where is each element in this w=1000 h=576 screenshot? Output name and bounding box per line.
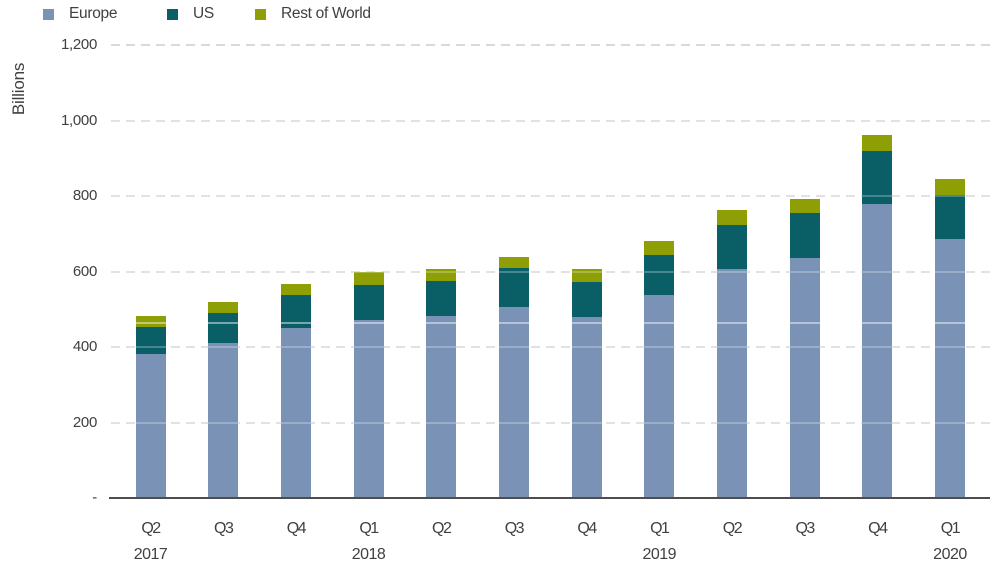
gridline-overlay xyxy=(111,119,990,122)
bar-segment-rest-of-world xyxy=(208,302,239,313)
bar-segment-europe xyxy=(716,268,747,498)
bar-segment-europe xyxy=(426,316,457,498)
bar-segment-rest-of-world xyxy=(426,268,457,281)
x-tick-label: Q2 xyxy=(141,520,161,537)
bar-segment-rest-of-world xyxy=(862,134,893,152)
gridline-overlay xyxy=(111,195,990,197)
gridline-800 xyxy=(111,195,990,197)
bar-segment-us xyxy=(426,280,457,317)
bar-segment-europe xyxy=(280,327,311,498)
x-tick-label: Q2 xyxy=(432,520,452,537)
y-tick-label: 800 xyxy=(72,187,97,204)
x-tick-label: Q2 xyxy=(722,520,743,537)
bar-segment-rest-of-world xyxy=(789,199,820,214)
y-tick-label: 1,200 xyxy=(60,36,97,53)
x-tick-label: Q3 xyxy=(504,520,525,537)
bar-q2 xyxy=(716,209,747,498)
x-tick-label: Q3 xyxy=(214,520,234,537)
legend-item-rest-of-world: Rest of World xyxy=(255,5,371,23)
gridline-overlay xyxy=(111,421,990,424)
bar-segment-europe xyxy=(353,319,384,498)
x-tick-label: Q1 xyxy=(359,520,379,537)
bar-segment-us xyxy=(208,312,239,343)
bar-segment-rest-of-world xyxy=(498,257,529,268)
y-tick-label: 400 xyxy=(72,338,97,355)
rest-of-world-swatch-icon xyxy=(255,8,266,20)
bar-segment-europe xyxy=(498,307,529,498)
x-year-label: 2017 xyxy=(133,546,168,563)
legend-label-europe: Europe xyxy=(69,5,118,22)
x-tick-label: Q3 xyxy=(795,520,815,537)
bar-q3 xyxy=(789,199,820,498)
bar-segment-us xyxy=(280,294,311,328)
bar-segment-rest-of-world xyxy=(135,316,166,327)
bar-segment-us xyxy=(789,213,820,259)
gridline-overlay xyxy=(111,270,990,273)
us-swatch-icon xyxy=(167,8,178,20)
bar-segment-us xyxy=(353,284,384,320)
bar-q2-2017 xyxy=(135,316,166,498)
x-year-label: 2018 xyxy=(351,546,386,563)
bar-q1-2020 xyxy=(934,179,965,498)
bar-q2 xyxy=(426,268,457,498)
x-axis-line xyxy=(109,497,990,499)
x-tick-label: Q4 xyxy=(286,520,307,537)
bar-segment-us xyxy=(644,254,675,295)
bar-segment-europe xyxy=(571,316,602,498)
faint-seam-line xyxy=(111,321,990,324)
y-tick-label: 1,000 xyxy=(60,111,97,129)
gridline-600 xyxy=(111,270,990,273)
bar-segment-rest-of-world xyxy=(716,209,747,225)
bar-segment-us xyxy=(135,326,166,354)
bar-q4 xyxy=(280,284,311,498)
gridline-1000 xyxy=(111,119,990,122)
bar-segment-rest-of-world xyxy=(280,284,311,295)
bar-segment-us xyxy=(862,151,893,205)
x-year-label: 2020 xyxy=(933,546,967,563)
bar-q4 xyxy=(571,268,602,498)
bar-segment-europe xyxy=(789,258,820,498)
bar-q3 xyxy=(498,257,529,498)
chart-legend: Europe US Rest of World xyxy=(0,0,1000,28)
gridline-overlay xyxy=(111,346,990,348)
legend-label-us: US xyxy=(193,5,214,22)
legend-item-us: US xyxy=(167,5,214,23)
bar-segment-europe xyxy=(208,342,239,498)
gridline-200 xyxy=(111,421,990,424)
bar-segment-us xyxy=(498,267,529,307)
y-tick-label: 200 xyxy=(72,413,97,431)
x-year-label: 2019 xyxy=(642,546,677,563)
plot-area xyxy=(109,44,990,499)
y-axis-title: Billions xyxy=(9,62,28,116)
x-tick-label: Q4 xyxy=(868,520,888,537)
legend-label-rest-of-world: Rest of World xyxy=(281,5,371,22)
bar-segment-us xyxy=(716,224,747,269)
bar-q3 xyxy=(208,302,239,498)
bar-segment-europe xyxy=(644,294,675,498)
gridline-1200 xyxy=(111,44,990,46)
x-tick-label: Q1 xyxy=(650,520,670,537)
bar-q4 xyxy=(862,134,893,498)
y-tick-label: - xyxy=(92,489,97,506)
bar-segment-rest-of-world xyxy=(934,179,965,195)
x-tick-label: Q1 xyxy=(940,520,961,537)
y-tick-label: 600 xyxy=(72,262,97,280)
bar-segment-europe xyxy=(934,239,965,498)
bar-segment-europe xyxy=(135,353,166,498)
bar-q1-2018 xyxy=(353,271,384,498)
bar-segment-us xyxy=(571,281,602,317)
bar-q1-2019 xyxy=(644,240,675,498)
legend-item-europe: Europe xyxy=(43,5,117,23)
bar-segment-rest-of-world xyxy=(644,240,675,255)
bar-segment-rest-of-world xyxy=(571,268,602,282)
bar-segment-rest-of-world xyxy=(353,271,384,285)
bar-segment-europe xyxy=(862,204,893,498)
bar-segment-us xyxy=(934,194,965,240)
x-tick-label: Q4 xyxy=(577,520,597,537)
europe-swatch-icon xyxy=(43,8,54,20)
gridline-400 xyxy=(111,346,990,348)
